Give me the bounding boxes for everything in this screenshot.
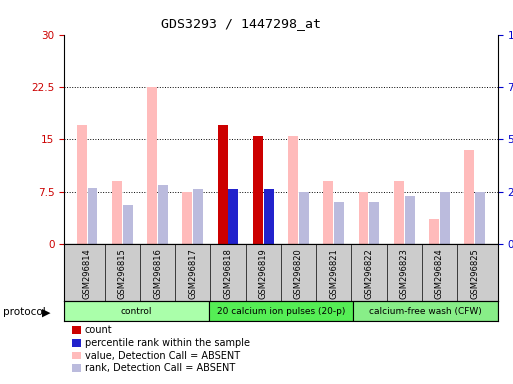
Text: GSM296816: GSM296816	[153, 248, 162, 299]
Bar	[64, 301, 209, 321]
Text: value, Detection Call = ABSENT: value, Detection Call = ABSENT	[85, 351, 240, 361]
Text: protocol: protocol	[3, 307, 45, 317]
Text: GSM296825: GSM296825	[470, 248, 479, 299]
Bar	[76, 125, 87, 244]
Text: GSM296822: GSM296822	[364, 248, 373, 299]
Text: GSM296818: GSM296818	[224, 248, 232, 299]
Text: GDS3293 / 1447298_at: GDS3293 / 1447298_at	[161, 17, 321, 30]
Bar	[334, 202, 344, 244]
Bar	[228, 189, 239, 244]
Text: GSM296824: GSM296824	[435, 248, 444, 299]
Text: GSM296820: GSM296820	[294, 248, 303, 299]
Bar	[299, 192, 309, 244]
Bar	[123, 205, 133, 244]
Bar	[440, 192, 450, 244]
Bar	[429, 219, 439, 244]
Text: 20 calcium ion pulses (20-p): 20 calcium ion pulses (20-p)	[216, 307, 345, 316]
Text: GSM296817: GSM296817	[188, 248, 198, 299]
Bar	[147, 87, 157, 244]
Bar	[394, 181, 404, 244]
Bar	[323, 181, 333, 244]
Text: GSM296821: GSM296821	[329, 248, 338, 299]
Bar	[209, 301, 353, 321]
Bar	[193, 189, 203, 244]
Bar	[288, 136, 298, 244]
Text: GSM296819: GSM296819	[259, 248, 268, 299]
Text: GSM296815: GSM296815	[118, 248, 127, 299]
Bar	[353, 301, 498, 321]
Bar	[183, 192, 192, 244]
Bar	[253, 136, 263, 244]
Text: calcium-free wash (CFW): calcium-free wash (CFW)	[369, 307, 482, 316]
Bar	[158, 185, 168, 244]
Bar	[88, 188, 97, 244]
Text: GSM296814: GSM296814	[83, 248, 91, 299]
Bar	[405, 196, 415, 244]
Text: control: control	[121, 307, 152, 316]
Bar	[464, 150, 474, 244]
Bar	[112, 181, 122, 244]
Bar	[218, 125, 227, 244]
Text: ▶: ▶	[42, 307, 50, 317]
Bar	[475, 192, 485, 244]
Text: GSM296823: GSM296823	[400, 248, 409, 299]
Text: percentile rank within the sample: percentile rank within the sample	[85, 338, 250, 348]
Text: rank, Detection Call = ABSENT: rank, Detection Call = ABSENT	[85, 363, 235, 373]
Bar	[359, 192, 368, 244]
Text: count: count	[85, 325, 112, 335]
Bar	[369, 202, 379, 244]
Bar	[264, 189, 273, 244]
